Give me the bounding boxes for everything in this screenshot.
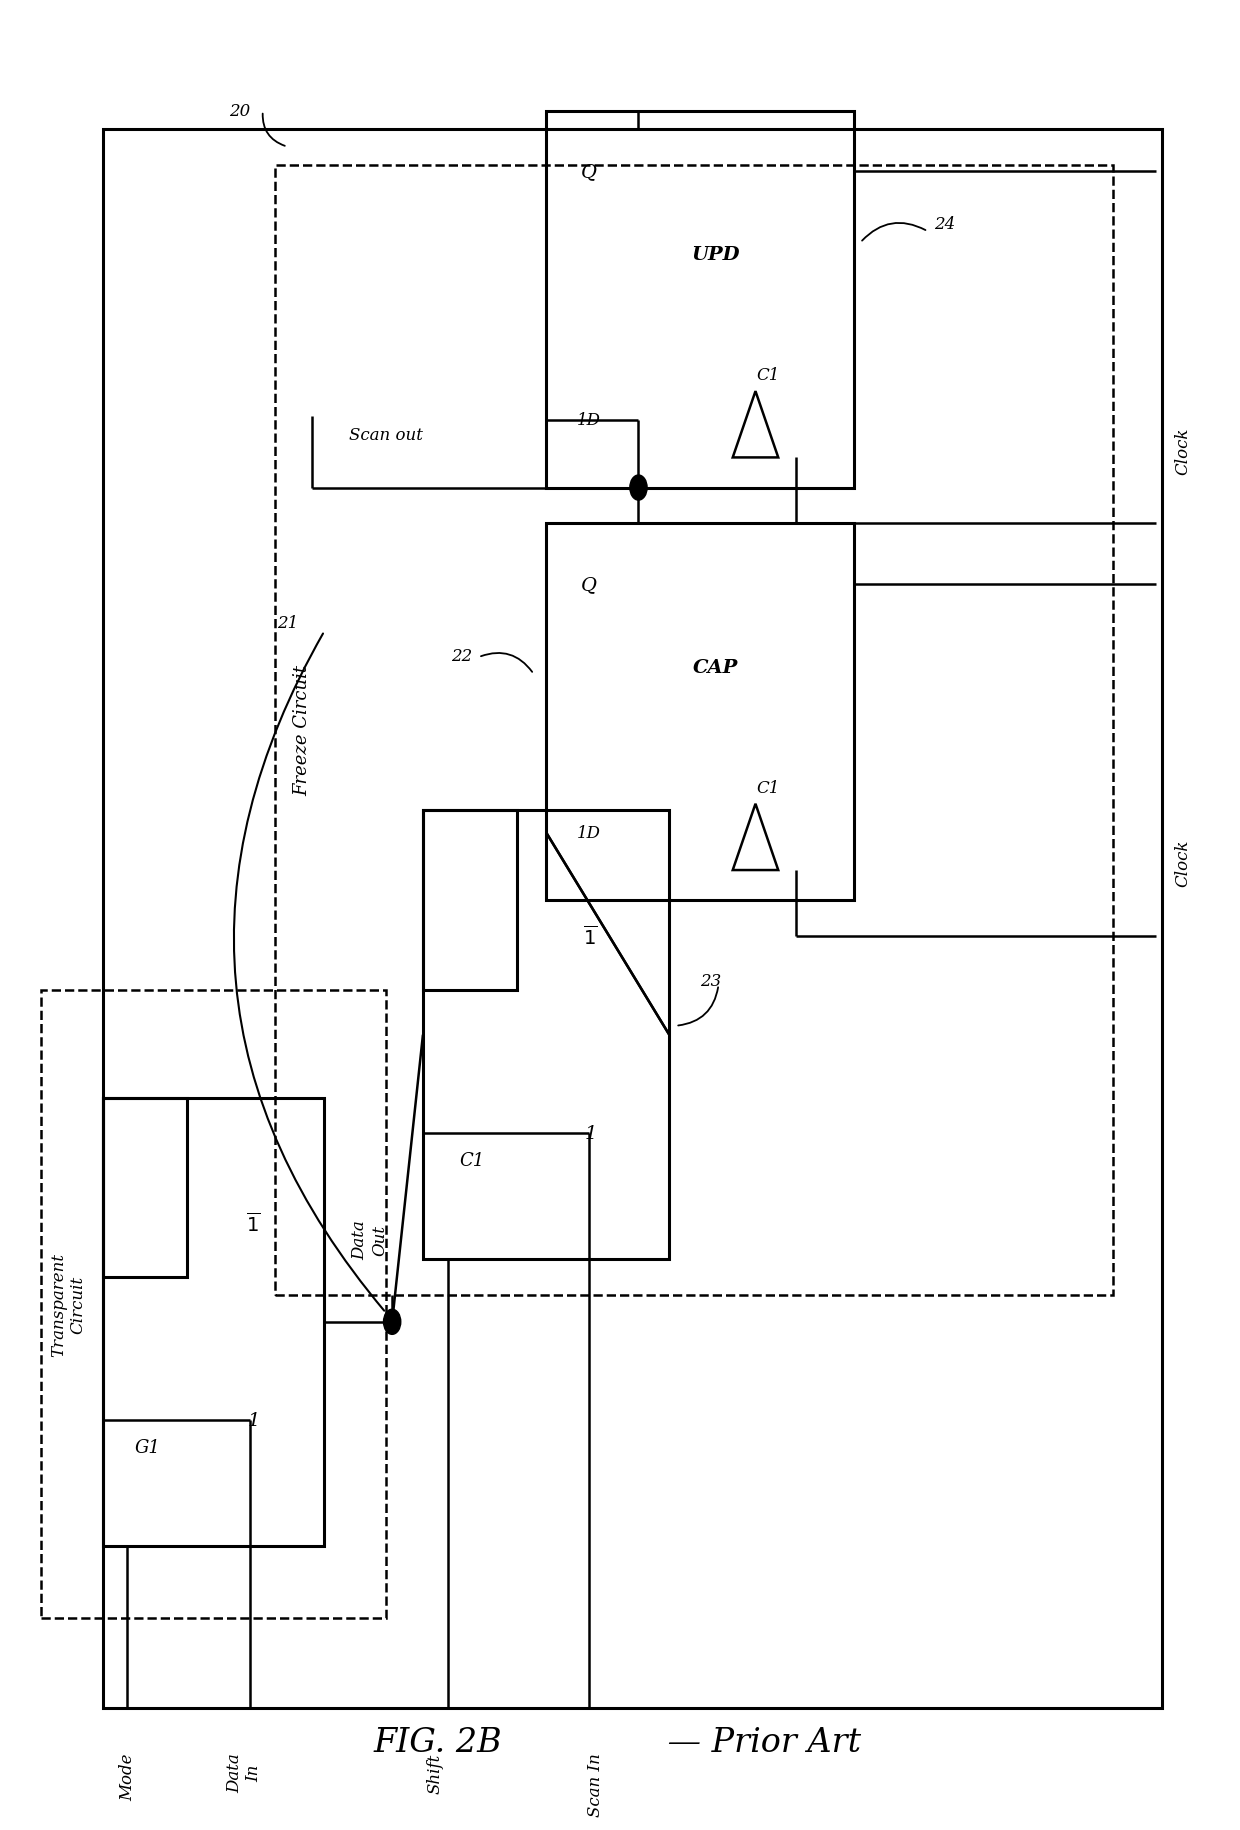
Text: Data
Out: Data Out [352, 1219, 388, 1259]
Text: $\overline{1}$: $\overline{1}$ [583, 924, 598, 948]
Text: 1D: 1D [577, 412, 601, 428]
Bar [103, 1098, 325, 1546]
Text: 21: 21 [277, 615, 298, 631]
Text: 23: 23 [701, 974, 722, 990]
Text: C1: C1 [756, 366, 780, 384]
Text: C1: C1 [460, 1151, 485, 1169]
Text: Mode: Mode [119, 1753, 136, 1801]
Text: Clock: Clock [1174, 426, 1192, 474]
Circle shape [383, 1310, 401, 1334]
Text: 1D: 1D [577, 825, 601, 842]
Bar [275, 165, 1112, 1296]
Bar [423, 811, 517, 990]
Circle shape [630, 476, 647, 501]
Text: UPD: UPD [691, 245, 740, 264]
Text: Transparent
Circuit: Transparent Circuit [50, 1252, 87, 1356]
Bar [103, 130, 1162, 1707]
Text: FIG. 2B: FIG. 2B [373, 1726, 502, 1759]
Text: Q: Q [582, 575, 598, 593]
Text: CAP: CAP [693, 659, 738, 677]
Text: — Prior Art: — Prior Art [657, 1726, 861, 1759]
Bar [546, 523, 854, 900]
Text: Scan out: Scan out [348, 426, 423, 443]
Text: Clock: Clock [1174, 840, 1192, 888]
Text: C1: C1 [756, 780, 780, 796]
Text: Data
In: Data In [226, 1753, 263, 1792]
Text: Q: Q [582, 163, 598, 181]
Text: 20: 20 [229, 102, 250, 121]
Text: 22: 22 [451, 648, 472, 664]
Text: 24: 24 [934, 216, 955, 232]
Text: Freeze Circuit: Freeze Circuit [293, 664, 311, 796]
Text: Shift: Shift [427, 1753, 444, 1793]
Bar [423, 811, 670, 1259]
Text: G1: G1 [134, 1438, 160, 1457]
Bar [546, 112, 854, 489]
Text: 1: 1 [247, 1411, 259, 1429]
Text: Scan In: Scan In [587, 1753, 604, 1815]
Text: 1: 1 [584, 1125, 596, 1142]
Bar [41, 990, 386, 1618]
Bar [103, 1098, 187, 1277]
Text: $\overline{1}$: $\overline{1}$ [247, 1211, 260, 1235]
